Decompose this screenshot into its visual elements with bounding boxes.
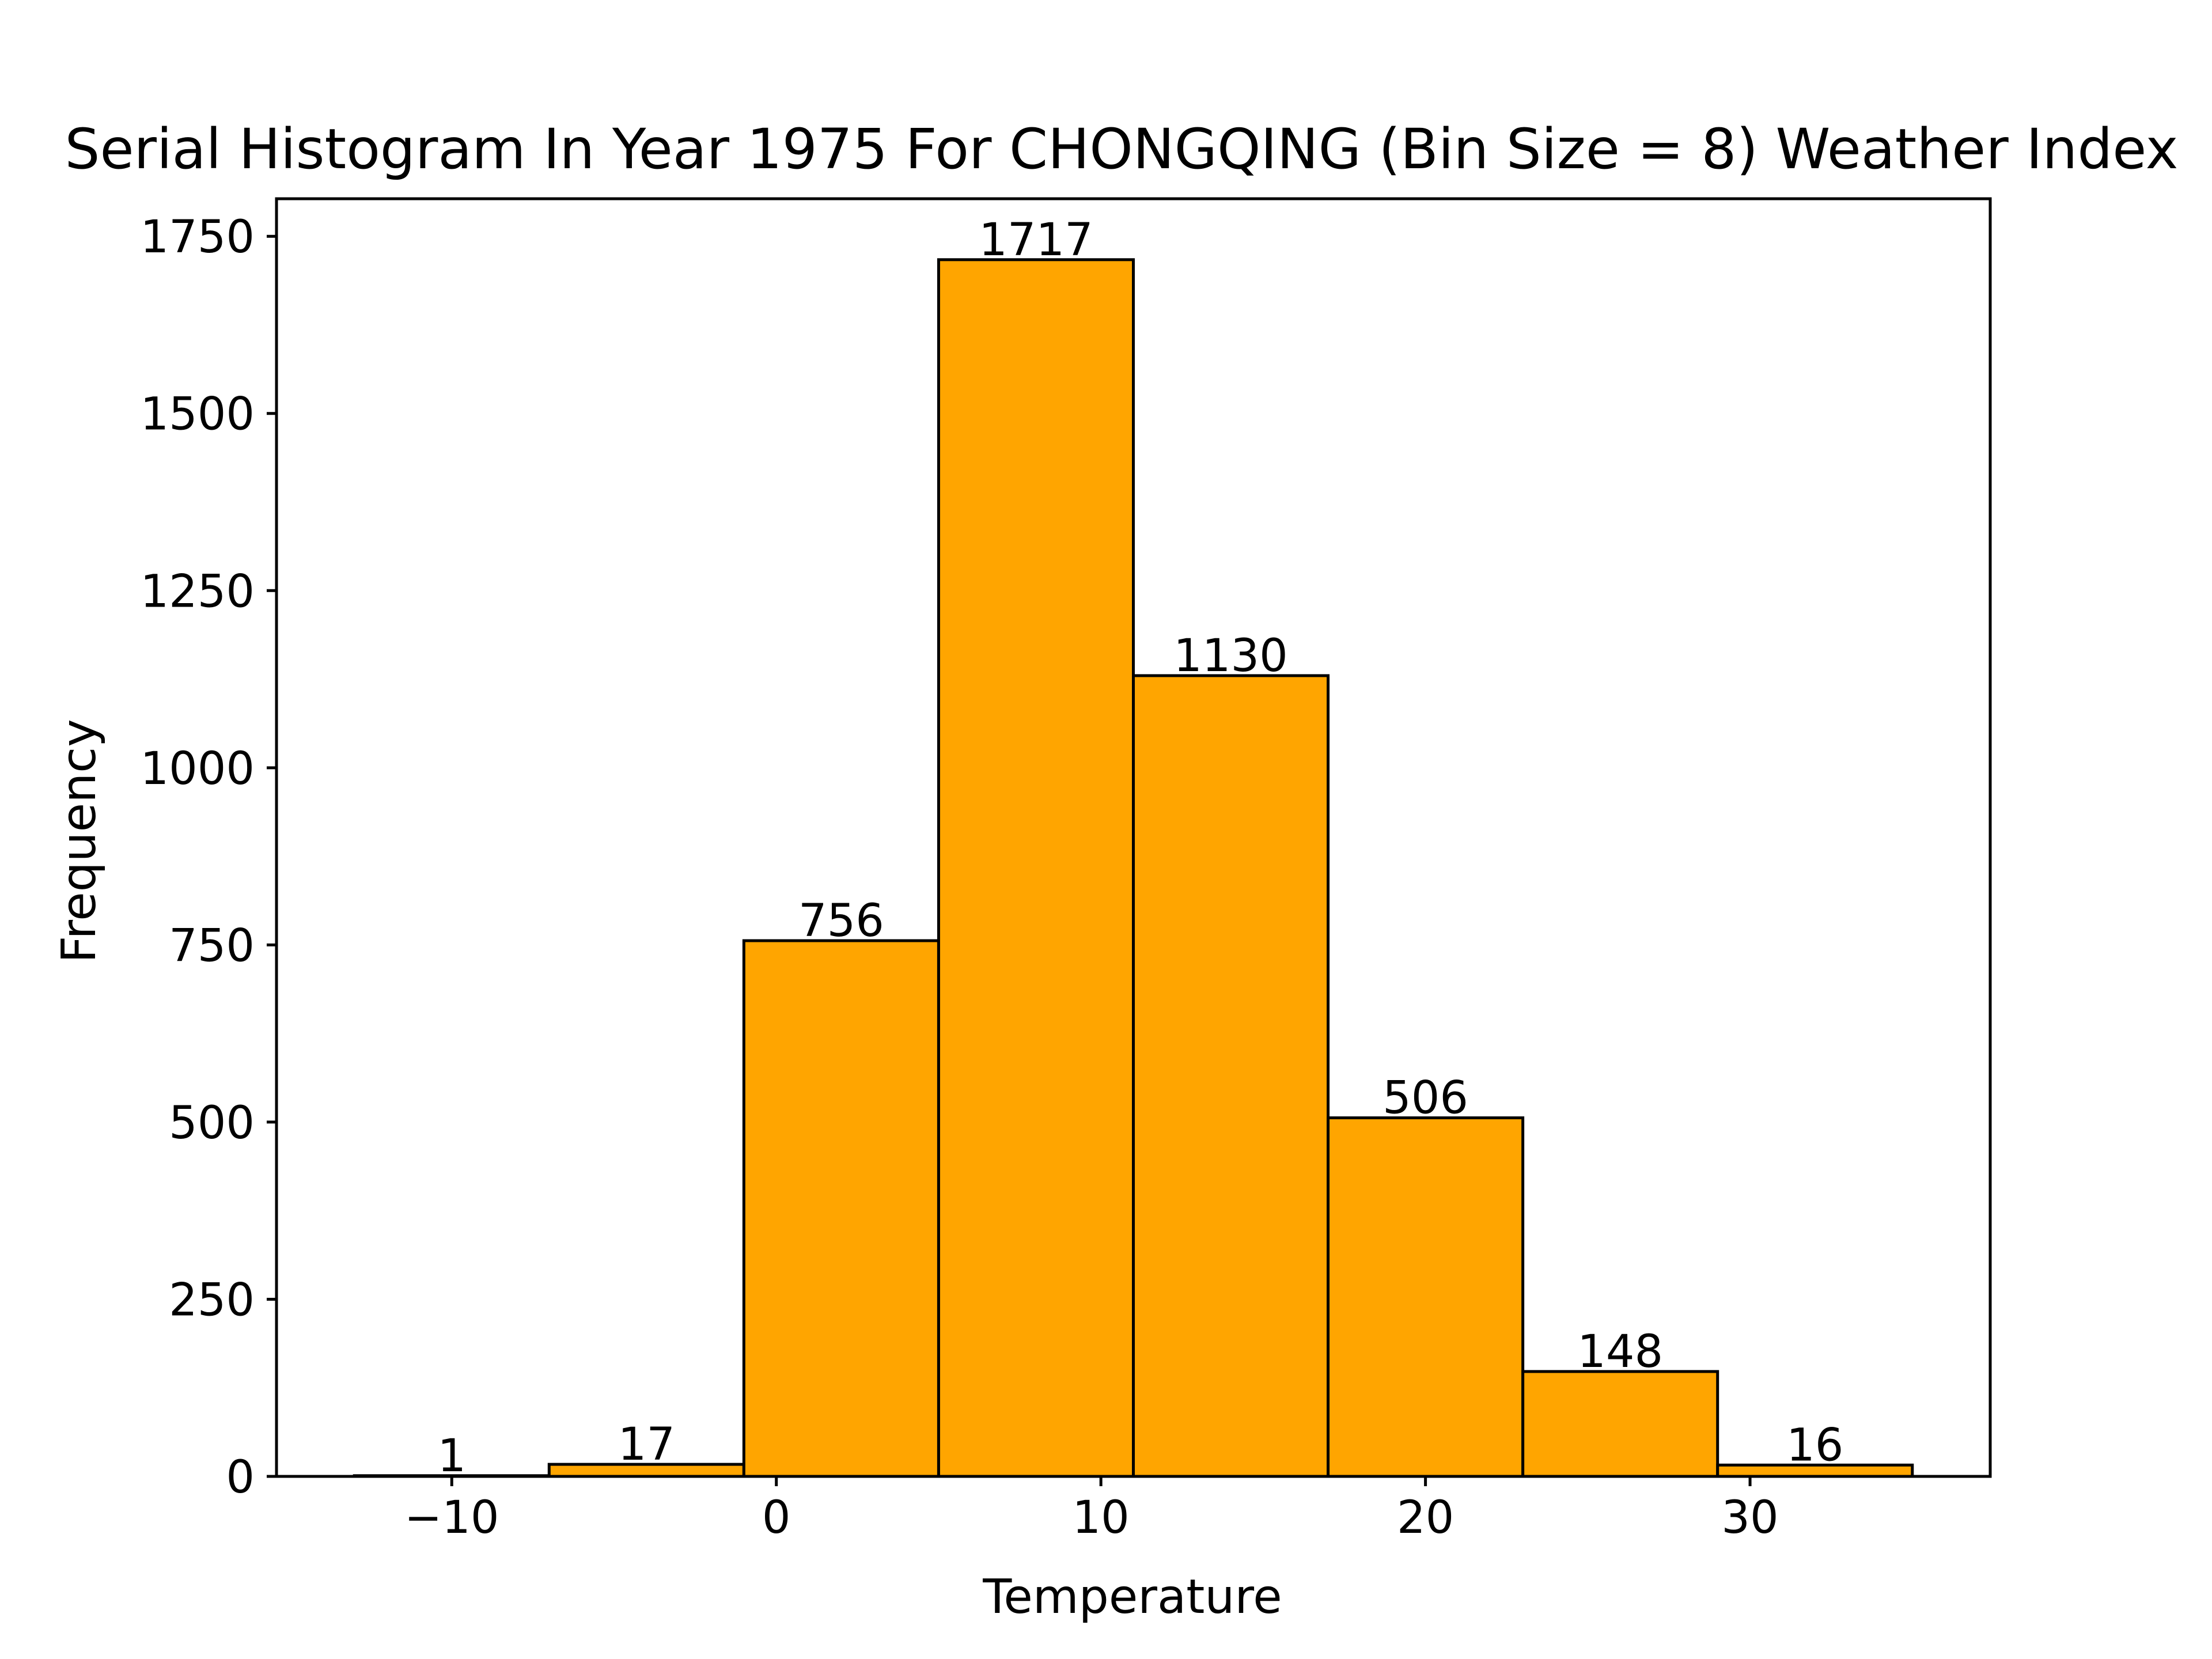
histogram-bar (1132, 674, 1330, 1478)
bar-value-label: 506 (1382, 1073, 1468, 1124)
y-axis-label: Frequency (52, 719, 107, 963)
plot-area-frame (275, 197, 1992, 1478)
bar-value-label: 1717 (979, 214, 1093, 266)
bar-value-label: 756 (798, 895, 884, 947)
y-tick-label: 0 (226, 1452, 255, 1503)
y-tick-label: 1000 (140, 743, 255, 795)
x-tick-label: −10 (404, 1492, 499, 1544)
y-tick-label: 1250 (140, 566, 255, 618)
y-tick-label: 750 (169, 920, 255, 972)
bar-value-label: 16 (1786, 1419, 1843, 1471)
x-tick-label: 0 (762, 1492, 791, 1544)
bar-value-label: 1130 (1173, 630, 1288, 682)
histogram-bar (1521, 1370, 1719, 1478)
y-tick-label: 1500 (140, 389, 255, 441)
histogram-bar (1327, 1116, 1525, 1478)
y-tick-label: 250 (169, 1274, 255, 1326)
x-axis-ticks: −10 0 10 20 30 (404, 1476, 1779, 1544)
histogram-bar (937, 258, 1135, 1478)
bar-labels-group: 1 17 756 1717 1130 506 148 16 (437, 214, 1843, 1482)
bars-group (353, 258, 1914, 1478)
x-tick-label: 10 (1073, 1492, 1130, 1544)
chart-title: Serial Histogram In Year 1975 For CHONGQ… (65, 117, 2179, 181)
bar-value-label: 1 (437, 1430, 466, 1482)
x-tick-label: 20 (1397, 1492, 1454, 1544)
x-tick-label: 30 (1721, 1492, 1778, 1544)
bar-value-label: 148 (1577, 1326, 1663, 1378)
y-axis-ticks: 0 250 500 750 1000 1250 1500 1750 (140, 211, 276, 1503)
x-axis-label: Temperature (982, 1570, 1282, 1624)
y-tick-label: 500 (169, 1097, 255, 1149)
histogram-bar (742, 939, 940, 1478)
y-tick-label: 1750 (140, 211, 255, 263)
bar-value-label: 17 (618, 1419, 675, 1471)
